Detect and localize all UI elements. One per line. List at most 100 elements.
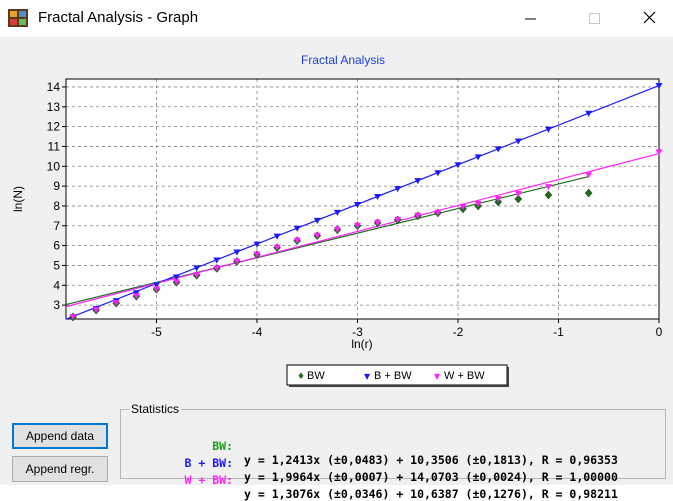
y-tick-label: 9 [53, 179, 60, 193]
legend-symbol-bw: ♦ [297, 372, 305, 382]
legend-label-bw: BW [307, 370, 325, 382]
minimize-icon[interactable] [507, 0, 553, 37]
grid [66, 79, 660, 319]
data-point [585, 172, 593, 179]
data-point [514, 191, 522, 198]
bottom-panel [0, 397, 673, 485]
x-tick-label: -2 [453, 325, 464, 339]
app-icon [8, 9, 28, 27]
statistics-group [120, 409, 666, 479]
data-point [514, 194, 523, 204]
close-icon[interactable] [627, 0, 673, 37]
data-point [655, 82, 663, 89]
window-title: Fractal Analysis - Graph [38, 9, 199, 26]
data-point [584, 188, 593, 198]
x-tick-label: 0 [656, 325, 663, 339]
chart-title: Fractal Analysis [301, 53, 385, 67]
data-point [434, 170, 442, 177]
stat-equation: y = 1,2413x (±0,0483) + 10,3506 (±0,1813… [244, 453, 618, 467]
legend: ♦ BW ▼ B + BW ▼ W + BW [286, 364, 509, 387]
y-tick-label: 5 [53, 258, 60, 272]
data-point [273, 244, 281, 251]
data-point [333, 209, 341, 216]
data-point [173, 279, 181, 286]
y-tick-label: 7 [53, 219, 60, 233]
x-tick-label: -1 [553, 325, 564, 339]
stat-row-bw: BW: y = 1,2413x (±0,0483) + 10,3506 (±0,… [126, 425, 656, 467]
data-point [213, 265, 221, 272]
axes: -5 -4 -3 -2 -1 0 3 4 5 6 7 8 9 10 11 12 13 14 [47, 78, 663, 339]
data-point [494, 196, 502, 202]
x-tick-label: -3 [352, 325, 363, 339]
data-point [434, 209, 442, 216]
data-point [313, 232, 321, 239]
y-tick-label: 8 [53, 199, 60, 213]
regression-line [65, 153, 660, 308]
data-point [273, 233, 281, 240]
data-point [92, 307, 100, 314]
stat-row-b-bw: B + BW: y = 1,9964x (±0,0007) + 14,0703 … [126, 442, 656, 484]
y-tick-label: 10 [47, 159, 61, 173]
data-point [544, 190, 553, 200]
data-point [414, 212, 422, 219]
y-tick-label: 4 [53, 278, 60, 292]
x-tick-label: -5 [151, 325, 162, 339]
y-tick-label: 3 [53, 298, 60, 312]
legend-symbol-w-bw: ▼ [434, 372, 441, 381]
data-point [313, 217, 321, 224]
data-point [394, 216, 402, 223]
y-tick-label: 14 [47, 80, 61, 94]
regression-line [65, 84, 660, 320]
data-point [353, 222, 361, 229]
data-points [69, 82, 663, 322]
data-point [544, 184, 552, 191]
regression-line [65, 175, 589, 306]
data-point [253, 241, 261, 248]
data-point [293, 237, 301, 244]
data-point [253, 251, 261, 258]
plot-area [66, 79, 659, 319]
stat-equation: y = 1,3076x (±0,0346) + 10,6387 (±0,1276… [244, 487, 618, 501]
data-point [474, 200, 482, 207]
statistics-label: Statistics [129, 402, 182, 416]
data-point [293, 225, 301, 232]
stat-name: W + BW: [184, 473, 233, 487]
append-data-button[interactable]: Append data [12, 423, 108, 449]
plot-frame [65, 78, 660, 320]
append-regr-button[interactable]: Append regr. [12, 456, 108, 482]
data-point [494, 146, 502, 153]
data-point [69, 314, 77, 321]
data-point [152, 282, 160, 289]
data-point [474, 154, 482, 161]
y-tick-label: 13 [47, 100, 61, 114]
y-tick-label: 6 [53, 239, 60, 253]
maximize-icon[interactable] [571, 0, 617, 37]
data-point [233, 249, 241, 256]
data-point [514, 138, 522, 145]
fractal-chart: Fractal Analysis -5 -4 -3 -2 -1 0 3 4 5 6 7 8 9 10 11 1… [11, 53, 663, 387]
data-point [333, 226, 341, 233]
data-point [193, 272, 201, 279]
stat-name: B + BW: [184, 456, 233, 470]
data-point [374, 194, 382, 201]
stat-name: BW: [212, 439, 233, 453]
data-point [585, 110, 593, 117]
y-axis-label: ln(N) [11, 186, 25, 212]
data-point [193, 265, 201, 272]
x-axis-label: ln(r) [351, 337, 372, 351]
legend-label-w-bw: W + BW [444, 370, 485, 382]
data-point [353, 201, 361, 208]
data-point [459, 203, 467, 210]
y-tick-label: 12 [47, 120, 61, 134]
data-point [655, 149, 663, 156]
x-tick-label: -4 [252, 325, 263, 339]
data-point [132, 293, 140, 300]
data-point [374, 219, 382, 226]
title-bar: Fractal Analysis - Graph [0, 0, 673, 37]
stat-equation: y = 1,9964x (±0,0007) + 14,0703 (±0,0024… [244, 470, 618, 484]
data-point [112, 300, 120, 307]
data-point [213, 257, 221, 264]
data-point [152, 286, 160, 293]
legend-label-b-bw: B + BW [374, 370, 412, 382]
data-point [394, 186, 402, 193]
